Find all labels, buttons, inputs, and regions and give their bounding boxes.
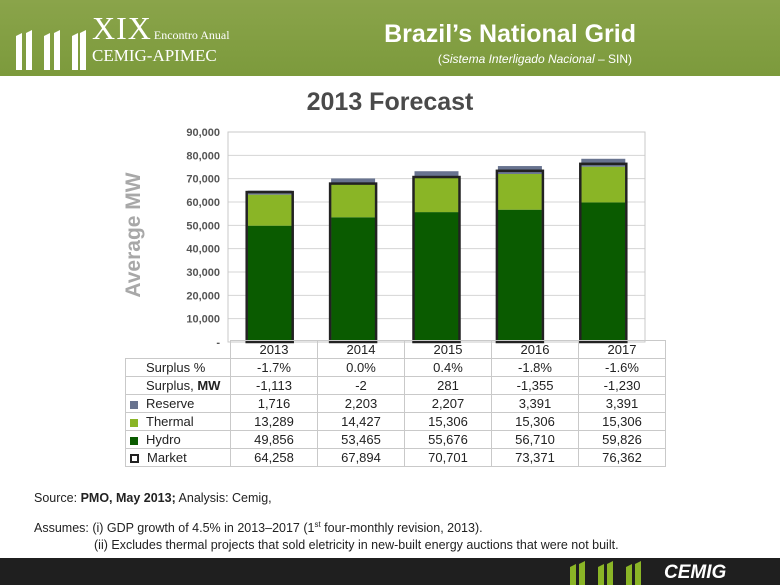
table-row-surplus-pct: Surplus % -1.7% 0.0% 0.4% -1.8% -1.6%: [125, 358, 666, 377]
event-logo-text: XIX Encontro Anual CEMIG-APIMEC: [92, 12, 230, 66]
table-cell: 64,258: [230, 448, 318, 467]
reserve-legend-icon: [130, 400, 138, 409]
thermal-legend-icon: [130, 418, 138, 427]
table-row-surplus-mw: Surplus, MW -1,113 -2 281 -1,355 -1,230: [125, 376, 666, 395]
table-cell: 0.0%: [317, 358, 405, 377]
event-name: Encontro Anual: [153, 28, 230, 42]
table-header-row: 2013 2014 2015 2016 2017: [126, 340, 666, 359]
event-edition-number: XIX: [92, 10, 152, 46]
bar-thermal-2016: [497, 173, 542, 210]
event-organizer: CEMIG-APIMEC: [92, 46, 217, 65]
table-corner: [126, 341, 231, 359]
table-cell: -1.8%: [491, 358, 579, 377]
table-row-thermal: Thermal 13,289 14,427 15,306 15,306 15,3…: [125, 412, 666, 431]
bar-thermal-2017: [581, 166, 626, 203]
row-label: Reserve: [125, 394, 231, 413]
footer-bar: CEMIG: [0, 558, 780, 585]
bar-thermal-2013: [247, 194, 292, 226]
table-cell: 15,306: [491, 412, 579, 431]
table-row-market: Market 64,258 67,894 70,701 73,371 76,36…: [125, 448, 666, 467]
cemig-mark-icon: [570, 561, 641, 585]
assumption-1: Assumes: (i) GDP growth of 4.5% in 2013–…: [34, 520, 483, 536]
row-label: Market: [125, 448, 231, 467]
table-row-hydro: Hydro 49,856 53,465 55,676 56,710 59,826: [125, 430, 666, 449]
table-cell: 281: [404, 376, 492, 395]
table-cell: 70,701: [404, 448, 492, 467]
table-cell: 15,306: [578, 412, 666, 431]
assumption-2: (ii) Excludes thermal projects that sold…: [94, 538, 619, 553]
year-header: 2014: [317, 340, 405, 359]
bar-thermal-2014: [331, 183, 376, 218]
bar-hydro-2016: [497, 209, 542, 342]
table-cell: 76,362: [578, 448, 666, 467]
table-cell: 3,391: [491, 394, 579, 413]
market-legend-icon: [130, 454, 139, 464]
data-table: 2013 2014 2015 2016 2017 Surplus % -1.7%…: [125, 340, 666, 467]
row-label: Surplus %: [125, 358, 231, 377]
table-cell: 59,826: [578, 430, 666, 449]
y-tick-label: -: [216, 337, 220, 349]
chart-title: 2013 Forecast: [306, 88, 474, 116]
assumptions-note: Assumes: (i) GDP growth of 4.5% in 2013–…: [34, 516, 619, 554]
bar-hydro-2017: [581, 202, 626, 342]
bar-thermal-2015: [414, 176, 459, 213]
table-cell: -2: [317, 376, 405, 395]
y-tick-label: 20,000: [186, 290, 220, 302]
slide-title: Brazil’s National Grid: [384, 20, 636, 48]
table-cell: 14,427: [317, 412, 405, 431]
bar-hydro-2014: [331, 217, 376, 342]
table-cell: -1,113: [230, 376, 318, 395]
subtitle-tail: – SIN): [597, 52, 632, 66]
table-cell: 0.4%: [404, 358, 492, 377]
event-logo-icon: [16, 30, 86, 70]
slide-subtitle: (Sistema Interligado Nacional – SIN): [437, 52, 632, 66]
bar-hydro-2015: [414, 212, 459, 342]
year-header: 2013: [230, 340, 318, 359]
hydro-legend-icon: [130, 436, 138, 445]
table-cell: -1.7%: [230, 358, 318, 377]
year-header: 2016: [491, 340, 579, 359]
row-label: Surplus, MW: [125, 376, 231, 395]
source-note: Source: PMO, May 2013; Analysis: Cemig,: [34, 491, 272, 505]
y-tick-label: 40,000: [186, 244, 220, 256]
table-cell: 13,289: [230, 412, 318, 431]
table-cell: 67,894: [317, 448, 405, 467]
bar-reserve-2014: [331, 178, 376, 184]
cemig-logo: CEMIG: [664, 562, 727, 583]
y-tick-label: 50,000: [186, 220, 220, 232]
table-cell: -1,230: [578, 376, 666, 395]
year-header: 2015: [404, 340, 492, 359]
bar-hydro-2013: [247, 225, 292, 342]
table-cell: 56,710: [491, 430, 579, 449]
year-header: 2017: [578, 340, 666, 359]
table-cell: 49,856: [230, 430, 318, 449]
y-tick-label: 80,000: [186, 150, 220, 162]
header-bar: XIX Encontro Anual CEMIG-APIMEC Brazil’s …: [0, 0, 780, 76]
table-cell: 1,716: [230, 394, 318, 413]
y-tick-label: 60,000: [186, 197, 220, 209]
y-tick-label: 10,000: [186, 314, 220, 326]
table-cell: 2,207: [404, 394, 492, 413]
subtitle-italic: Sistema Interligado Nacional: [441, 52, 595, 66]
y-tick-label: 30,000: [186, 267, 220, 279]
table-cell: 73,371: [491, 448, 579, 467]
table-cell: 2,203: [317, 394, 405, 413]
table-row-reserve: Reserve 1,716 2,203 2,207 3,391 3,391: [125, 394, 666, 413]
table-cell: -1,355: [491, 376, 579, 395]
table-cell: 15,306: [404, 412, 492, 431]
y-tick-label: 90,000: [186, 127, 220, 139]
row-label: Thermal: [125, 412, 231, 431]
table-cell: 55,676: [404, 430, 492, 449]
table-cell: 53,465: [317, 430, 405, 449]
bar-reserve-2015: [414, 171, 459, 177]
row-label: Hydro: [125, 430, 231, 449]
y-tick-label: 70,000: [186, 174, 220, 186]
table-cell: -1.6%: [578, 358, 666, 377]
table-cell: 3,391: [578, 394, 666, 413]
